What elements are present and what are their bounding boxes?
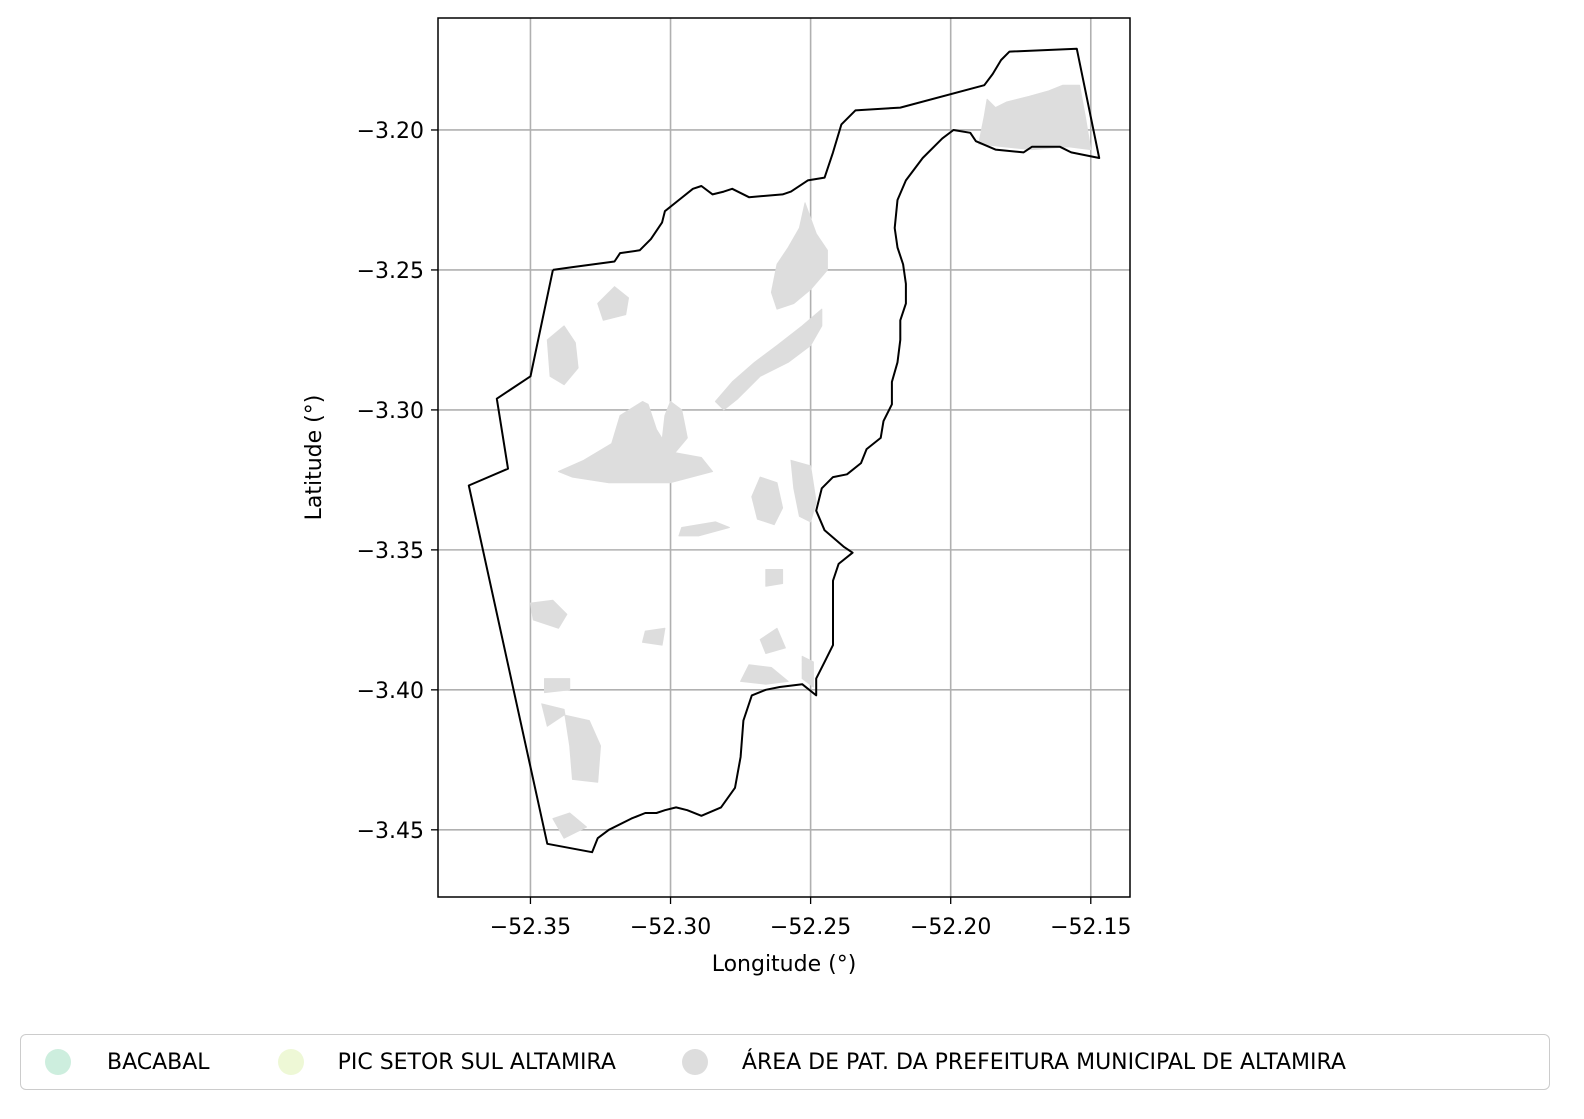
area-series-2-18 bbox=[552, 812, 587, 839]
legend-label-area-prefeitura: ÁREA DE PAT. DA PREFEITURA MUNICIPAL DE … bbox=[741, 1049, 1346, 1075]
plot-frame bbox=[437, 17, 1131, 898]
area-series-2-8 bbox=[751, 476, 784, 526]
x-tick-label-1: −52.30 bbox=[630, 915, 711, 940]
y-tick-label-4: −3.40 bbox=[357, 679, 424, 704]
area-series-2-6 bbox=[597, 286, 629, 321]
area-series-2-7 bbox=[790, 459, 817, 523]
y-tick-label-0: −3.20 bbox=[357, 119, 424, 144]
y-axis-label: Latitude (°) bbox=[302, 395, 327, 521]
y-tick-label-2: −3.30 bbox=[357, 399, 424, 424]
axis-ticks: −52.35 −52.30 −52.25 −52.20 −52.15 −3.20 −3.25… bbox=[357, 119, 1132, 940]
legend-item-bacabal: BACABAL bbox=[45, 1049, 210, 1075]
area-series-2-9 bbox=[678, 521, 730, 537]
legend-item-pic-setor-sul: PIC SETOR SUL ALTAMIRA bbox=[277, 1049, 616, 1075]
y-tick-label-1: −3.25 bbox=[357, 259, 424, 284]
area-series-2-2 bbox=[714, 308, 823, 411]
x-axis-label: Longitude (°) bbox=[712, 952, 857, 977]
legend: BACABAL PIC SETOR SUL ALTAMIRA ÁREA DE P… bbox=[20, 1034, 1550, 1090]
area-series-2-11 bbox=[530, 599, 568, 629]
area-series-2-5 bbox=[546, 325, 579, 386]
area-series-2-1 bbox=[770, 202, 828, 310]
municipal-boundary bbox=[467, 47, 1101, 854]
area-series-2-14 bbox=[740, 664, 789, 685]
y-tick-label-3: −3.35 bbox=[357, 539, 424, 564]
legend-label-pic-setor-sul: PIC SETOR SUL ALTAMIRA bbox=[337, 1049, 616, 1075]
legend-swatch-area-prefeitura bbox=[681, 1049, 708, 1075]
legend-swatch-bacabal bbox=[45, 1049, 71, 1075]
x-tick-label-3: −52.20 bbox=[910, 915, 991, 940]
gridlines bbox=[438, 18, 1130, 897]
area-series-2-3 bbox=[558, 401, 714, 484]
x-tick-label-0: −52.35 bbox=[490, 915, 571, 940]
y-tick-label-5: −3.45 bbox=[357, 819, 424, 844]
x-tick-label-2: −52.25 bbox=[770, 915, 851, 940]
patrimony-areas bbox=[530, 84, 1092, 839]
area-series-2-4 bbox=[661, 401, 688, 456]
legend-item-area-prefeitura: ÁREA DE PAT. DA PREFEITURA MUNICIPAL DE … bbox=[681, 1049, 1346, 1075]
legend-label-bacabal: BACABAL bbox=[107, 1049, 210, 1075]
area-series-2-10 bbox=[765, 569, 784, 587]
area-series-2-13 bbox=[759, 627, 786, 654]
legend-swatch-pic-setor-sul bbox=[277, 1049, 304, 1075]
x-tick-label-4: −52.15 bbox=[1050, 915, 1131, 940]
boundary-line bbox=[467, 47, 1101, 854]
area-series-2-17 bbox=[541, 703, 601, 783]
area-series-2-16 bbox=[544, 678, 571, 694]
area-series-2-0 bbox=[978, 84, 1092, 151]
area-series-2-12 bbox=[642, 627, 666, 646]
area-series-2-15 bbox=[801, 655, 814, 688]
map-plot: −52.35 −52.30 −52.25 −52.20 −52.15 −3.20 −3.25… bbox=[302, 17, 1132, 977]
